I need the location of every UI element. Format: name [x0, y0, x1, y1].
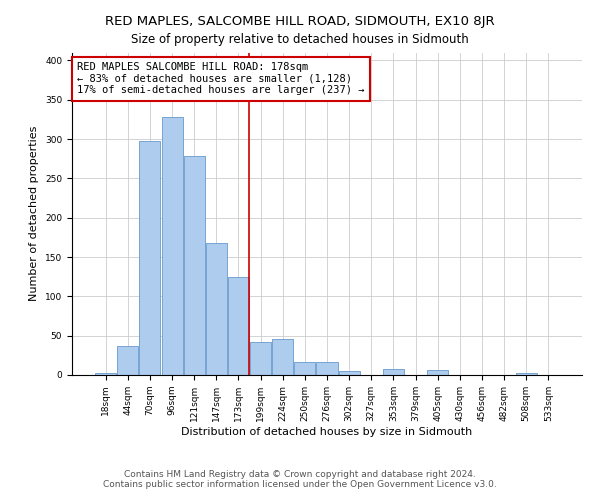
Bar — [161, 117, 182, 375]
Bar — [206, 243, 227, 375]
Text: Contains HM Land Registry data © Crown copyright and database right 2024.
Contai: Contains HM Land Registry data © Crown c… — [103, 470, 497, 489]
Bar — [316, 362, 338, 375]
Bar — [250, 342, 271, 375]
Bar — [515, 374, 536, 375]
Bar — [228, 276, 249, 375]
Bar — [295, 362, 316, 375]
Bar — [95, 372, 116, 375]
Y-axis label: Number of detached properties: Number of detached properties — [29, 126, 40, 302]
Bar — [427, 370, 448, 375]
Bar — [184, 156, 205, 375]
Text: RED MAPLES SALCOMBE HILL ROAD: 178sqm
← 83% of detached houses are smaller (1,12: RED MAPLES SALCOMBE HILL ROAD: 178sqm ← … — [77, 62, 365, 96]
Text: RED MAPLES, SALCOMBE HILL ROAD, SIDMOUTH, EX10 8JR: RED MAPLES, SALCOMBE HILL ROAD, SIDMOUTH… — [105, 15, 495, 28]
Bar — [383, 368, 404, 375]
Text: Size of property relative to detached houses in Sidmouth: Size of property relative to detached ho… — [131, 32, 469, 46]
X-axis label: Distribution of detached houses by size in Sidmouth: Distribution of detached houses by size … — [181, 426, 473, 436]
Bar — [338, 371, 359, 375]
Bar — [272, 339, 293, 375]
Bar — [139, 142, 160, 375]
Bar — [118, 346, 139, 375]
